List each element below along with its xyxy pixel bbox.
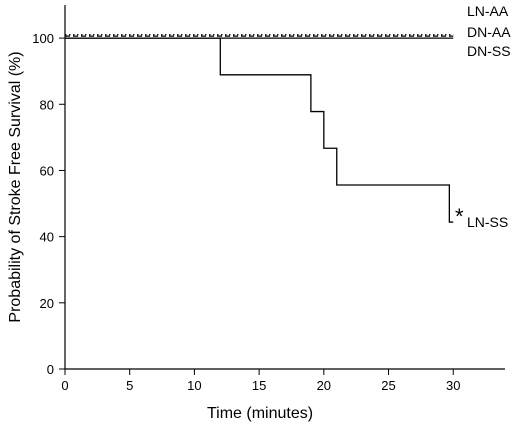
series-label-ln-ss: LN-SS — [467, 214, 508, 230]
x-tick-label: 10 — [187, 378, 201, 393]
y-tick-label: 40 — [40, 230, 54, 245]
series-layer — [65, 34, 454, 223]
x-tick-label: 20 — [317, 378, 331, 393]
series-label-dn-ss: DN-SS — [467, 43, 511, 59]
y-tick-label: 80 — [40, 97, 54, 112]
x-axis-title: Time (minutes) — [207, 405, 313, 422]
x-tick-label: 0 — [61, 378, 68, 393]
x-tick-label: 15 — [252, 378, 266, 393]
significance-asterisk: * — [455, 204, 464, 229]
series-line-ln-ss — [65, 37, 454, 223]
axes-layer: 0 5 10 15 20 25 30 0 20 40 60 80 100 — [32, 5, 505, 393]
x-tick-label: 25 — [381, 378, 395, 393]
y-axis-title: Probability of Stroke Free Survival (%) — [7, 51, 24, 322]
series-labels: LN-AA DN-AA DN-SS LN-SS * — [455, 3, 511, 230]
y-tick-label: 0 — [47, 362, 54, 377]
series-label-dn-aa: DN-AA — [467, 24, 511, 40]
y-tick-label: 100 — [32, 31, 54, 46]
series-label-ln-aa: LN-AA — [467, 3, 509, 19]
y-tick-label: 60 — [40, 163, 54, 178]
x-tick-label: 5 — [126, 378, 133, 393]
y-tick-label: 20 — [40, 296, 54, 311]
x-tick-label: 30 — [446, 378, 460, 393]
